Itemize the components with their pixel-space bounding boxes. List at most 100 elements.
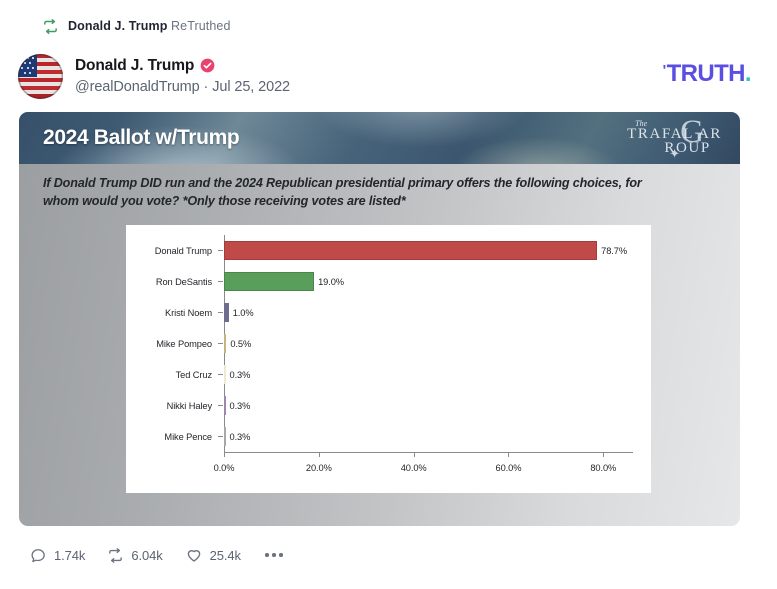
bar-category-label: Mike Pompeo	[156, 338, 212, 349]
y-tick-mark	[218, 281, 223, 282]
engagement-bar: 1.74k 6.04k 25.4k	[30, 546, 283, 564]
bar-category-label: Kristi Noem	[165, 307, 212, 318]
bar-row: Ron DeSantis 19.0%	[126, 266, 633, 297]
bar-row: Donald Trump 78.7%	[126, 235, 633, 266]
retruth-button[interactable]: 6.04k	[107, 547, 163, 564]
bar-value-label: 0.3%	[229, 400, 251, 411]
post-date[interactable]: Jul 25, 2022	[212, 79, 291, 95]
like-button[interactable]: 25.4k	[185, 546, 241, 564]
avatar[interactable]	[18, 54, 63, 99]
bar-track: 0.3%	[224, 359, 633, 390]
bar-track: 0.3%	[224, 421, 633, 452]
question-prefix: If Donald Trump	[43, 176, 141, 190]
retruth-count: 6.04k	[131, 547, 163, 563]
x-tick-label: 0.0%	[213, 463, 235, 473]
y-tick-mark	[218, 374, 223, 375]
bar-value-label: 78.7%	[601, 245, 627, 256]
x-tick-label: 20.0%	[305, 463, 332, 473]
bar-rows: Donald Trump 78.7% Ron DeSantis 19.0% Kristi…	[126, 235, 633, 452]
poll-image-card[interactable]: 2024 Ballot w/Trump The TRAFAL AR ROUP G…	[19, 112, 740, 526]
bar	[224, 271, 315, 292]
bar	[224, 364, 226, 385]
retruth-banner: Donald J. Trump ReTruthed	[42, 16, 231, 36]
x-axis-labels: 0.0% 20.0% 40.0% 60.0% 80.0%	[214, 463, 633, 481]
question-emphasis: DID	[140, 176, 162, 190]
question-suffix: run and the 2024 Republican presidential…	[43, 176, 642, 209]
x-tick-mark	[413, 452, 415, 457]
bar-category-label: Ted Cruz	[175, 369, 213, 380]
x-tick-mark	[508, 452, 510, 457]
dot	[264, 553, 269, 557]
comment-icon	[30, 547, 47, 564]
bar	[224, 395, 226, 416]
author-handle-line: @realDonaldTrump · Jul 25, 2022	[75, 79, 290, 95]
x-tick-label: 60.0%	[495, 463, 522, 473]
bar-track: 0.3%	[224, 390, 633, 421]
author-name-line: Donald J. Trump	[75, 55, 290, 76]
x-tick-label: 80.0%	[590, 463, 617, 473]
bar-category-label: Donald Trump	[154, 245, 212, 256]
bar-track: 0.5%	[224, 328, 633, 359]
reply-count: 1.74k	[54, 547, 86, 563]
trafalgar-the: The	[635, 119, 648, 128]
trafalgar-line1: TRAFAL AR	[627, 126, 722, 142]
bar-value-label: 0.3%	[229, 369, 251, 380]
logo-tick: '	[662, 62, 667, 79]
bar-row: Kristi Noem 1.0%	[126, 297, 633, 328]
bar	[224, 426, 226, 447]
x-tick-mark	[224, 452, 225, 457]
bar-chart: Donald Trump 78.7% Ron DeSantis 19.0% Kristi…	[126, 225, 651, 493]
retruth-author: Donald J. Trump	[68, 19, 168, 33]
trafalgar-big-g-icon: G	[680, 114, 704, 150]
logo-wordmark: TRUTH	[666, 60, 746, 87]
poll-card-header: 2024 Ballot w/Trump The TRAFAL AR ROUP G…	[19, 112, 740, 164]
bar	[224, 302, 229, 323]
dot	[279, 553, 283, 557]
like-count: 25.4k	[209, 547, 241, 563]
bar-row: Mike Pompeo 0.5%	[126, 328, 633, 359]
y-tick-mark	[218, 436, 223, 437]
bar-value-label: 1.0%	[232, 307, 254, 318]
trafalgar-star-icon: ✦	[669, 146, 680, 161]
dot	[272, 553, 276, 557]
heart-icon	[185, 546, 203, 564]
y-tick-mark	[218, 405, 223, 406]
retruth-label: Donald J. Trump ReTruthed	[68, 19, 231, 33]
y-tick-mark	[218, 250, 223, 251]
bar-category-label: Nikki Haley	[166, 400, 213, 411]
logo-dot: .	[744, 60, 752, 87]
bar-track: 19.0%	[224, 266, 633, 297]
retruth-action: ReTruthed	[171, 19, 231, 33]
x-tick-mark	[603, 452, 605, 457]
bar-value-label: 0.5%	[230, 338, 252, 349]
retruth-icon	[42, 18, 59, 35]
bar-row: Ted Cruz 0.3%	[126, 359, 633, 390]
verified-badge-icon	[200, 58, 215, 73]
bar-row: Mike Pence 0.3%	[126, 421, 633, 452]
retruth-icon	[107, 547, 124, 564]
bar-row: Nikki Haley 0.3%	[126, 390, 633, 421]
more-options-icon[interactable]	[263, 553, 283, 557]
display-name[interactable]: Donald J. Trump	[75, 56, 195, 74]
bar-category-label: Ron DeSantis	[155, 276, 212, 287]
x-tick-label: 40.0%	[400, 463, 427, 473]
bar-track: 1.0%	[224, 297, 633, 328]
trafalgar-line2: ROUP	[664, 140, 711, 156]
bar-value-label: 0.3%	[229, 431, 251, 442]
post-author-header: Donald J. Trump @realDonaldTrump · Jul 2…	[18, 54, 290, 99]
truth-social-logo: ' TRUTH.	[662, 60, 752, 88]
american-flag-avatar	[18, 54, 63, 99]
author-handle[interactable]: @realDonaldTrump	[75, 79, 200, 95]
poll-question: If Donald Trump DID run and the 2024 Rep…	[43, 174, 653, 211]
poll-title: 2024 Ballot w/Trump	[43, 126, 240, 149]
y-tick-mark	[218, 312, 223, 313]
dot-separator: ·	[203, 79, 209, 95]
bar-value-label: 19.0%	[318, 276, 344, 287]
bar-track: 78.7%	[224, 235, 633, 266]
bar-category-label: Mike Pence	[164, 431, 212, 442]
x-axis-line	[224, 452, 633, 453]
bar	[224, 333, 227, 354]
y-tick-mark	[218, 343, 223, 344]
reply-button[interactable]: 1.74k	[30, 547, 85, 564]
